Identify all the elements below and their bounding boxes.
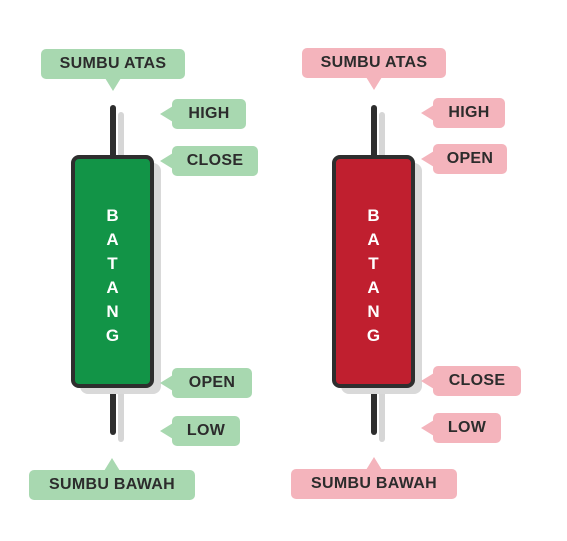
candle-body: B A T A N G xyxy=(332,155,415,388)
body-letter: N xyxy=(106,302,119,321)
candle-body: B A T A N G xyxy=(71,155,154,388)
lower-wick-label: SUMBU BAWAH xyxy=(291,457,457,499)
lower-wick xyxy=(110,383,116,435)
body-label: B A T A N G xyxy=(75,204,150,348)
body-letter: T xyxy=(368,254,379,273)
body-label: B A T A N G xyxy=(336,204,411,348)
body-letter: B xyxy=(367,206,380,225)
body-letter: T xyxy=(107,254,118,273)
body-letter: A xyxy=(367,278,380,297)
body-letter: N xyxy=(367,302,380,321)
low-label: LOW xyxy=(421,413,501,443)
body-letter: G xyxy=(366,326,381,345)
body-letter: A xyxy=(106,230,119,249)
body-letter: B xyxy=(106,206,119,225)
lower-wick xyxy=(371,383,377,435)
high-label: HIGH xyxy=(421,98,505,128)
open-label: OPEN xyxy=(160,368,252,398)
upper-wick xyxy=(371,105,377,160)
low-label: LOW xyxy=(160,416,240,446)
high-label: HIGH xyxy=(160,99,246,129)
lower-wick-label: SUMBU BAWAH xyxy=(29,458,195,500)
body-letter: G xyxy=(105,326,120,345)
close-label: CLOSE xyxy=(421,366,521,396)
upper-wick-label: SUMBU ATAS xyxy=(41,49,185,91)
upper-wick xyxy=(110,105,116,160)
body-letter: A xyxy=(106,278,119,297)
open-label: OPEN xyxy=(421,144,507,174)
close-label: CLOSE xyxy=(160,146,258,176)
body-letter: A xyxy=(367,230,380,249)
upper-wick-label: SUMBU ATAS xyxy=(302,48,446,90)
